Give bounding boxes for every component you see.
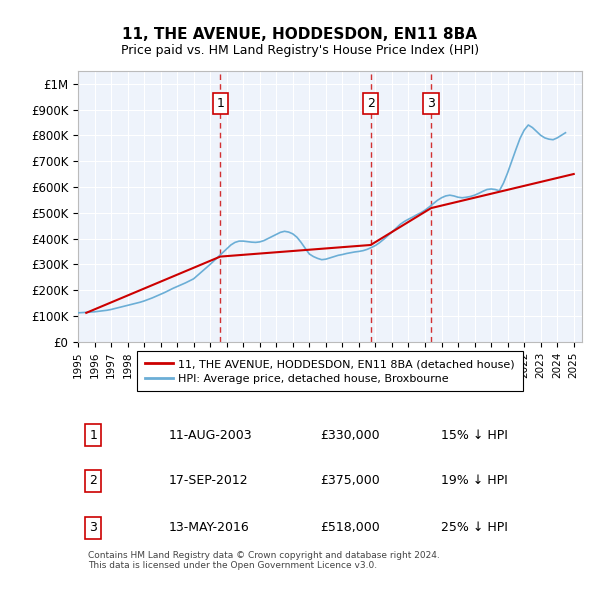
Text: 25% ↓ HPI: 25% ↓ HPI (441, 521, 508, 535)
Text: Contains HM Land Registry data © Crown copyright and database right 2024.
This d: Contains HM Land Registry data © Crown c… (88, 550, 440, 570)
Text: 15% ↓ HPI: 15% ↓ HPI (441, 429, 508, 442)
Text: 13-MAY-2016: 13-MAY-2016 (169, 521, 250, 535)
Text: 3: 3 (427, 97, 435, 110)
Text: 1: 1 (89, 429, 97, 442)
Text: 3: 3 (89, 521, 97, 535)
Text: Price paid vs. HM Land Registry's House Price Index (HPI): Price paid vs. HM Land Registry's House … (121, 44, 479, 57)
Legend: 11, THE AVENUE, HODDESDON, EN11 8BA (detached house), HPI: Average price, detach: 11, THE AVENUE, HODDESDON, EN11 8BA (det… (137, 351, 523, 391)
Text: 17-SEP-2012: 17-SEP-2012 (169, 474, 248, 487)
Text: 2: 2 (367, 97, 374, 110)
Text: 19% ↓ HPI: 19% ↓ HPI (441, 474, 508, 487)
Text: 2: 2 (89, 474, 97, 487)
Text: £330,000: £330,000 (320, 429, 380, 442)
Text: £518,000: £518,000 (320, 521, 380, 535)
Text: £375,000: £375,000 (320, 474, 380, 487)
Text: 1: 1 (217, 97, 224, 110)
Text: 11, THE AVENUE, HODDESDON, EN11 8BA: 11, THE AVENUE, HODDESDON, EN11 8BA (122, 27, 478, 41)
Text: 11-AUG-2003: 11-AUG-2003 (169, 429, 253, 442)
